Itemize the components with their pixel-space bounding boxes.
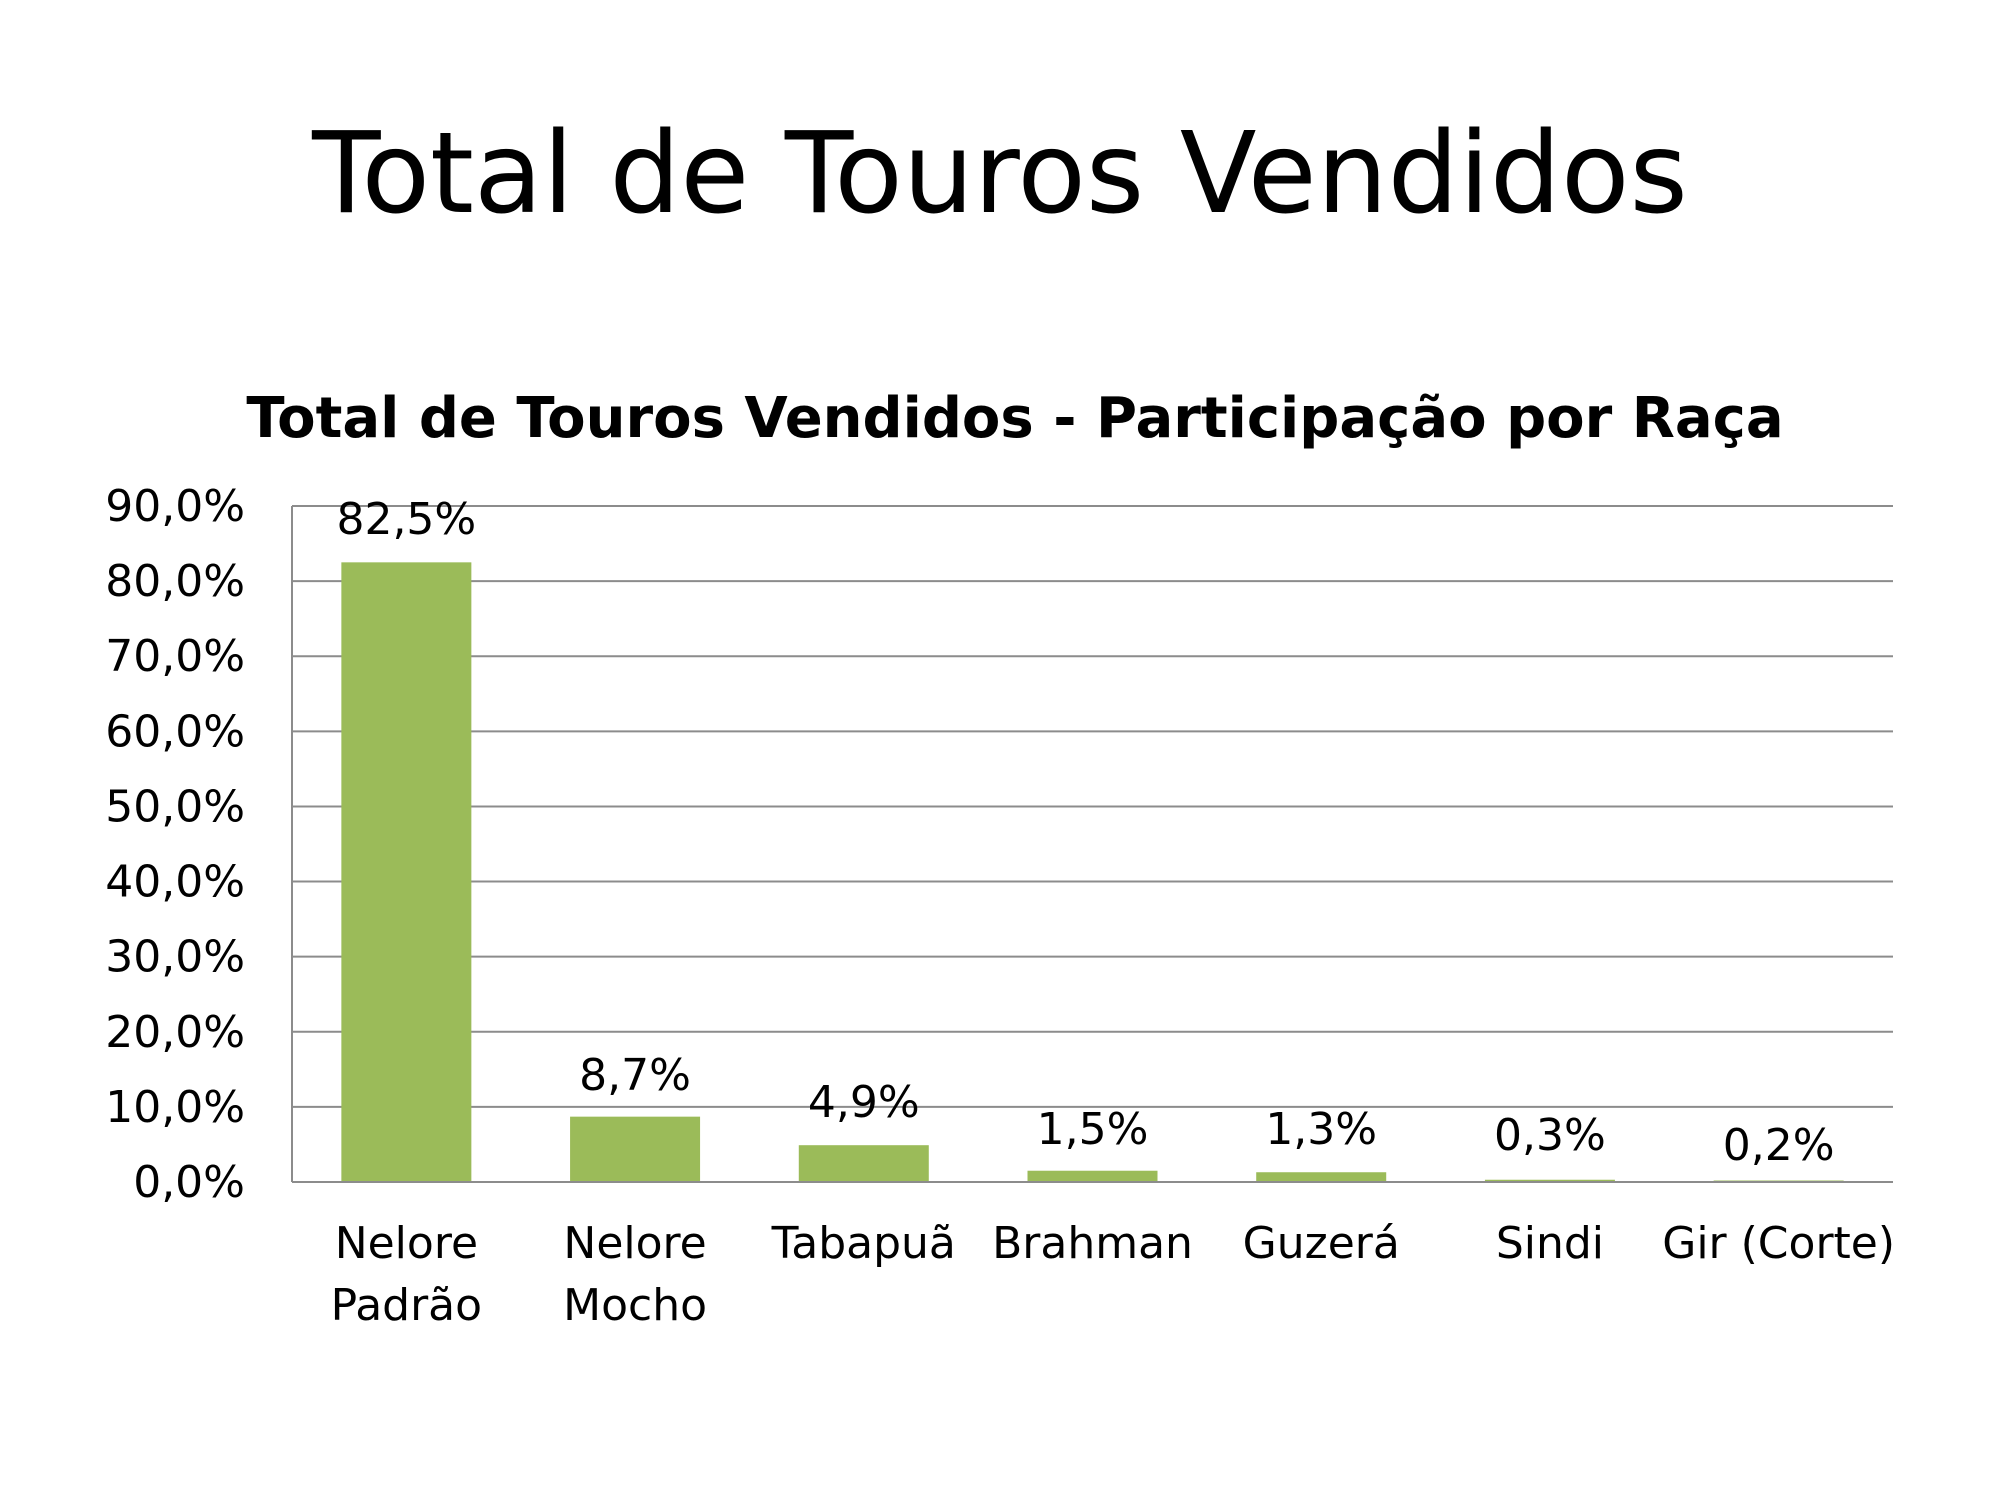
data-label: 8,7%: [579, 1050, 691, 1101]
chart-title: Total de Touros Vendidos - Participação …: [246, 386, 1783, 451]
data-label: 1,5%: [1037, 1104, 1149, 1155]
bar: [1027, 1170, 1158, 1182]
data-label: 4,9%: [808, 1077, 920, 1128]
y-tick-label: 10,0%: [105, 1082, 245, 1133]
y-tick-label: 30,0%: [105, 932, 245, 983]
bar: [1484, 1179, 1615, 1182]
data-label: 0,2%: [1723, 1120, 1835, 1171]
y-axis-ticks: 0,0% 10,0% 20,0% 30,0% 40,0% 50,0% 60,0% 70,0% 8…: [105, 481, 245, 1208]
axes: [291, 506, 1893, 1183]
x-tick-label: Mocho: [563, 1280, 707, 1331]
bar: [1256, 1172, 1387, 1182]
y-tick-label: 40,0%: [105, 857, 245, 908]
data-label: 1,3%: [1265, 1104, 1377, 1155]
y-tick-label: 20,0%: [105, 1007, 245, 1058]
x-tick-label: Tabapuã: [771, 1218, 956, 1269]
slide-title: Total de Touros Vendidos: [312, 109, 1688, 239]
x-tick-label: Brahman: [992, 1218, 1193, 1269]
bar: [341, 562, 472, 1182]
y-tick-label: 80,0%: [105, 556, 245, 607]
data-labels: 82,5% 8,7% 4,9% 1,5% 1,3% 0,3% 0,2%: [336, 494, 1834, 1171]
data-label: 82,5%: [336, 494, 476, 545]
bar: [570, 1116, 701, 1182]
gridlines: [292, 505, 1893, 1108]
data-label: 0,3%: [1494, 1110, 1606, 1161]
y-tick-label: 0,0%: [133, 1157, 245, 1208]
y-tick-label: 90,0%: [105, 481, 245, 532]
x-tick-label: Guzerá: [1243, 1218, 1400, 1269]
bar: [798, 1145, 929, 1182]
x-tick-label: Sindi: [1496, 1218, 1604, 1269]
y-tick-label: 60,0%: [105, 706, 245, 757]
x-tick-label: Padrão: [331, 1280, 482, 1331]
x-axis-labels: Nelore Padrão Nelore Mocho Tabapuã Brahman Guz…: [331, 1218, 1895, 1331]
x-tick-label: Nelore: [335, 1218, 478, 1269]
bars: [341, 562, 1844, 1182]
y-tick-label: 50,0%: [105, 781, 245, 832]
y-tick-label: 70,0%: [105, 631, 245, 682]
x-tick-label: Gir (Corte): [1662, 1218, 1895, 1269]
x-tick-label: Nelore: [563, 1218, 706, 1269]
